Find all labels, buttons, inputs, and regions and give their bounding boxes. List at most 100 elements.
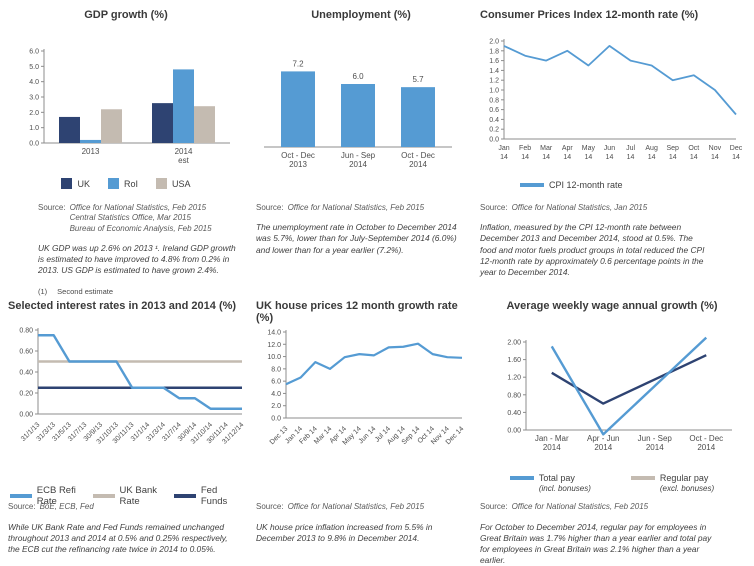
commentary-text: For October to December 2014, regular pa… [480,521,712,566]
svg-text:2.0: 2.0 [29,110,39,117]
svg-text:0.0: 0.0 [29,141,39,148]
svg-text:0.00: 0.00 [507,428,521,435]
gdp-growth-chart: 0.0 1.0 2.0 3.0 4.0 5.0 6.0 2013 2014 est [8,43,244,174]
svg-text:5.0: 5.0 [29,64,39,71]
unemployment-chart-title: Unemployment (%) [311,9,411,21]
svg-text:0.2: 0.2 [489,127,499,134]
house-prices-chart: 0.0 2.0 4.0 6.0 8.0 10.0 12.0 14.0 Dec 13 Jan 14 F… [256,324,466,479]
panel-interest-rates: Selected interest rates in 2013 and 2014… [0,296,250,566]
legend-item-total-pay: Total pay (incl. bonuses) [509,473,591,494]
legend-label: UK Bank Rate [119,485,158,508]
ecb-line-swatch [10,494,32,499]
svg-text:7.2: 7.2 [292,59,304,68]
legend-sublabel: (excl. bonuses) [659,484,715,494]
legend-item-cpi: CPI 12-month rate [520,180,623,190]
gdp-legend: UK RoI USA [8,178,244,189]
legend-item-fed: Fed Funds [174,485,242,507]
legend-item-roi: RoI [107,178,138,189]
commentary-text: UK GDP was up 2.6% on 2013 ¹. Ireland GD… [38,243,236,276]
source-text: Office for National Statistics, Jan 2015 [511,203,648,212]
svg-text:1.2: 1.2 [489,78,499,85]
source-note: Source: Office for National Statistics, … [256,502,466,512]
legend-label: Regular pay [659,473,709,484]
svg-text:1.60: 1.60 [507,358,521,365]
commentary-text: UK house price inflation increased from … [256,521,433,543]
svg-text:0.40: 0.40 [507,410,521,417]
legend-label: ECB Refi Rate [36,485,76,508]
svg-text:3.0: 3.0 [29,95,39,102]
svg-text:0.60: 0.60 [19,349,33,356]
wages-legend: Total pay (incl. bonuses) Regular pay (e… [480,473,744,493]
svg-text:0.40: 0.40 [19,370,33,377]
legend-label: USA [172,178,191,189]
legend-item-usa: USA [156,178,191,189]
panel-wage-growth: Average weekly wage annual growth (%) 0.… [470,296,754,566]
source-prefix: Source: [256,502,284,512]
footnote: (1) Second estimate [38,287,244,296]
legend-item-uk-bank: UK Bank Rate [92,485,174,508]
rates-chart-title: Selected interest rates in 2013 and 2014… [8,300,237,313]
svg-text:2.0: 2.0 [271,404,281,411]
svg-text:1.4: 1.4 [489,68,499,75]
regular-pay-line-swatch [630,476,655,481]
panel-gdp-growth: GDP growth (%) 0.0 1.0 2.0 3.0 4.0 5.0 6.0 2013… [0,0,250,296]
legend-label: Fed Funds [200,485,228,508]
svg-text:0.80: 0.80 [507,393,521,400]
unemployment-chart: 7.2 6.0 5.7 Oct - Dec 2013 Jun - Sep 2014 Oct -… [256,39,466,182]
rates-legend: ECB Refi Rate UK Bank Rate Fed Funds [8,485,244,507]
svg-text:0.20: 0.20 [19,391,33,398]
source-prefix: Source: [256,203,284,212]
cpi-legend: CPI 12-month rate [520,180,744,190]
footnote-number: (1) [38,287,48,297]
source-note: Source: Office for National Statistics, … [256,203,466,213]
cpi-line-swatch [520,183,544,187]
legend-label: Total pay [538,473,575,484]
source-note: Source: Office for National Statistics, … [480,203,744,213]
source-text: BoE, ECB, Fed [39,502,94,512]
source-text: Office for National Statistics, Feb 2015 [287,502,425,512]
svg-text:6.0: 6.0 [352,72,364,81]
legend-item-regular-pay: Regular pay (excl. bonuses) [630,473,715,494]
source-prefix: Source: [8,502,36,512]
gdp-chart-title: GDP growth (%) [84,9,168,21]
svg-text:12.0: 12.0 [267,342,281,349]
svg-text:0.8: 0.8 [489,97,499,104]
uk-bank-line-swatch [92,494,115,499]
source-text: Office for National Statistics, Feb 2015… [69,203,212,233]
panel-house-prices: UK house prices 12 month growth rate (%)… [250,296,470,566]
svg-text:0.6: 0.6 [489,107,499,114]
legend-sublabel: (incl. bonuses) [538,484,591,494]
house-prices-chart-title: UK house prices 12 month growth rate (%) [256,300,458,325]
panel-unemployment: Unemployment (%) 7.2 6.0 5.7 Oct - Dec 2013 J… [250,0,470,296]
svg-text:0.00: 0.00 [19,412,33,419]
svg-text:0.0: 0.0 [489,137,499,144]
wage-growth-chart: 0.00 0.40 0.80 1.20 1.60 2.00 Jan - Mar 2014 Apr… [490,334,744,463]
source-note: Source: BoE, ECB, Fed [8,502,244,512]
panel-cpi: Consumer Prices Index 12-month rate (%) … [470,0,754,296]
svg-text:1.0: 1.0 [489,88,499,95]
legend-label: UK [77,178,90,189]
commentary-text: The unemployment rate in October to Dece… [256,222,457,255]
svg-text:6.0: 6.0 [29,49,39,56]
interest-rates-chart: 0.00 0.20 0.40 0.60 0.80 31/1/13 31/3/13 31/5/1… [8,322,245,477]
svg-text:4.0: 4.0 [29,79,39,86]
svg-text:0.0: 0.0 [271,416,281,423]
legend-label: CPI 12-month rate [549,180,623,190]
footnote-text: Second estimate [57,287,114,297]
source-note: Source: Office for National Statistics, … [480,502,744,512]
